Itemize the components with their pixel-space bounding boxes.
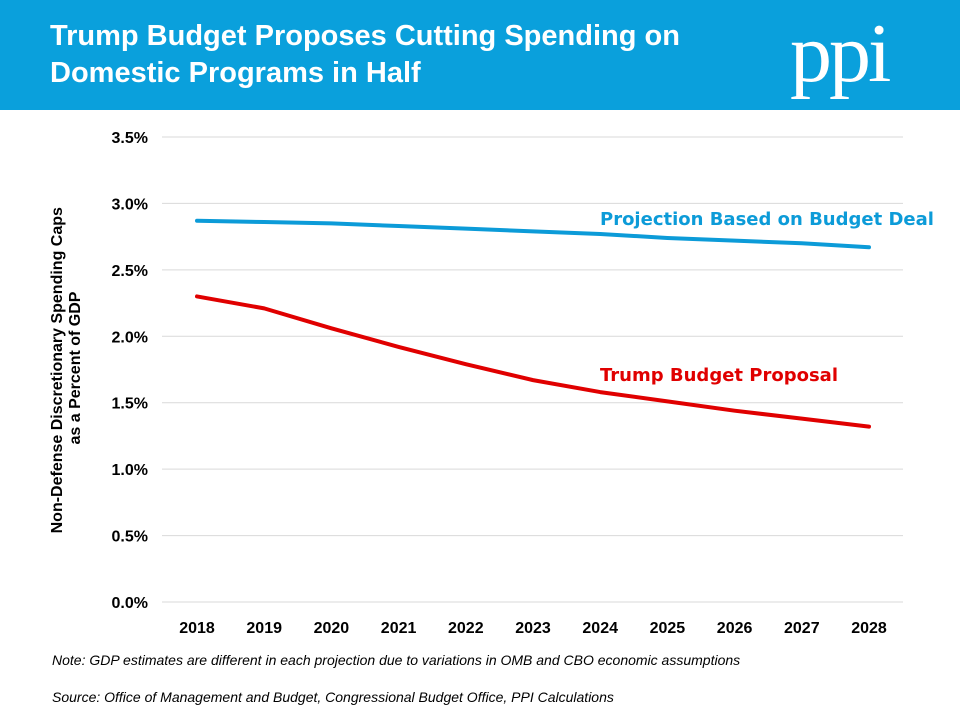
header-banner: Trump Budget Proposes Cutting Spending o… [0, 0, 960, 110]
series-label-budget-deal: Projection Based on Budget Deal [600, 209, 934, 230]
x-tick-label: 2026 [717, 620, 753, 637]
y-axis-label-line-1: Non-Defense Discretionary Spending Caps [49, 207, 66, 533]
x-tick-label: 2028 [851, 620, 887, 637]
y-tick-label: 3.5% [112, 130, 148, 147]
x-tick-label: 2021 [381, 620, 417, 637]
chart-note: Note: GDP estimates are different in eac… [52, 652, 741, 668]
line-chart: 0.0%0.5%1.0%1.5%2.0%2.5%3.0%3.5% 2018 201… [49, 130, 934, 637]
y-tick-label: 0.0% [112, 595, 148, 612]
y-axis-label-line-2: as a Percent of GDP [67, 291, 84, 444]
gridlines [162, 136, 903, 603]
x-tick-label: 2025 [650, 620, 686, 637]
y-tick-label: 0.5% [112, 529, 148, 546]
page-title: Trump Budget Proposes Cutting Spending o… [50, 20, 680, 89]
y-tick-label: 3.0% [112, 196, 148, 213]
ppi-logo: ppi [790, 7, 891, 100]
x-tick-label: 2020 [314, 620, 350, 637]
x-tick-label: 2018 [179, 620, 215, 637]
chart-source: Source: Office of Management and Budget,… [52, 689, 614, 705]
series-lines [195, 218, 871, 429]
y-tick-label: 2.5% [112, 263, 148, 280]
x-tick-label: 2024 [582, 620, 618, 637]
series-line-trump-budget [195, 294, 871, 429]
series-labels: Projection Based on Budget Deal Trump Bud… [600, 209, 934, 386]
series-line-budget-deal [195, 218, 871, 250]
y-tick-labels: 0.0% 0.5% 1.0% 1.5% 2.0% 2.5% 3.0% 3.5% [112, 130, 148, 612]
series-label-trump-budget: Trump Budget Proposal [600, 365, 838, 386]
x-tick-label: 2019 [246, 620, 282, 637]
y-tick-label: 1.5% [112, 396, 148, 413]
x-tick-label: 2022 [448, 620, 484, 637]
y-axis-label: Non-Defense Discretionary Spending Caps … [49, 203, 84, 534]
y-tick-label: 2.0% [112, 329, 148, 346]
y-tick-label: 1.0% [112, 462, 148, 479]
x-tick-labels: 2018 2019 2020 2021 2022 2023 2024 2025 2026 2027… [179, 620, 887, 637]
x-tick-label: 2027 [784, 620, 820, 637]
x-tick-label: 2023 [515, 620, 551, 637]
